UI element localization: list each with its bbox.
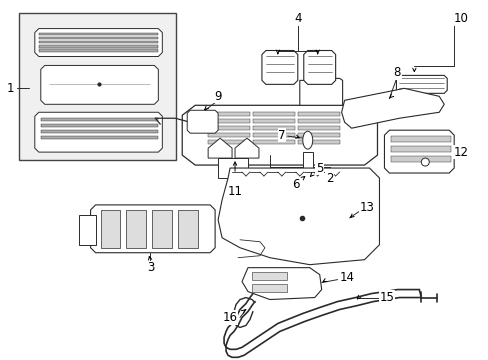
- Bar: [390, 136, 450, 142]
- Bar: [178, 210, 198, 248]
- Text: 5: 5: [315, 162, 323, 175]
- Text: 1: 1: [7, 82, 15, 95]
- Bar: [208, 140, 249, 144]
- Ellipse shape: [302, 131, 312, 149]
- Ellipse shape: [421, 158, 428, 166]
- Text: 11: 11: [227, 185, 242, 198]
- Polygon shape: [90, 205, 215, 253]
- Polygon shape: [35, 112, 162, 152]
- Text: 8: 8: [393, 66, 400, 79]
- Polygon shape: [396, 75, 447, 93]
- Text: 13: 13: [359, 201, 374, 215]
- Bar: [101, 210, 120, 248]
- Bar: [297, 140, 339, 144]
- Bar: [39, 49, 158, 52]
- Text: 3: 3: [146, 261, 154, 274]
- Bar: [297, 126, 339, 130]
- Text: 9: 9: [214, 90, 222, 103]
- Bar: [390, 156, 450, 162]
- Bar: [390, 146, 450, 152]
- Polygon shape: [384, 130, 453, 173]
- Bar: [41, 136, 158, 139]
- Bar: [208, 126, 249, 130]
- Bar: [252, 133, 294, 137]
- Bar: [126, 210, 146, 248]
- Text: 6: 6: [291, 179, 299, 192]
- Bar: [39, 32, 158, 35]
- Bar: [41, 124, 158, 127]
- Polygon shape: [262, 50, 297, 84]
- Polygon shape: [277, 178, 297, 205]
- Polygon shape: [341, 88, 443, 128]
- Bar: [152, 210, 172, 248]
- Polygon shape: [218, 168, 379, 265]
- Text: 4: 4: [293, 12, 301, 25]
- Bar: [252, 140, 294, 144]
- Bar: [41, 118, 158, 121]
- Text: 2: 2: [325, 171, 333, 185]
- Text: 12: 12: [453, 145, 468, 159]
- Bar: [208, 119, 249, 123]
- Text: 10: 10: [453, 12, 468, 25]
- Bar: [252, 126, 294, 130]
- Bar: [208, 133, 249, 137]
- Bar: [252, 119, 294, 123]
- Bar: [19, 13, 176, 160]
- Bar: [39, 37, 158, 39]
- Bar: [297, 119, 339, 123]
- Bar: [41, 130, 158, 133]
- Polygon shape: [187, 110, 218, 133]
- Polygon shape: [303, 50, 335, 84]
- Text: 1: 1: [7, 82, 15, 95]
- Bar: [251, 272, 286, 280]
- Polygon shape: [79, 215, 95, 245]
- Bar: [297, 133, 339, 137]
- Bar: [39, 41, 158, 44]
- Polygon shape: [35, 28, 162, 57]
- Text: 7: 7: [278, 129, 285, 142]
- Bar: [252, 112, 294, 116]
- Polygon shape: [242, 268, 321, 300]
- Polygon shape: [208, 138, 232, 158]
- Bar: [297, 112, 339, 116]
- Bar: [39, 45, 158, 48]
- Bar: [208, 112, 249, 116]
- Bar: [302, 152, 312, 174]
- Polygon shape: [297, 178, 317, 205]
- Polygon shape: [182, 105, 377, 165]
- Polygon shape: [41, 66, 158, 104]
- Bar: [251, 284, 286, 292]
- Polygon shape: [235, 138, 259, 158]
- Text: 15: 15: [379, 291, 394, 304]
- Text: 16: 16: [222, 311, 237, 324]
- Text: 14: 14: [340, 271, 354, 284]
- Bar: [218, 158, 247, 178]
- Polygon shape: [299, 78, 342, 105]
